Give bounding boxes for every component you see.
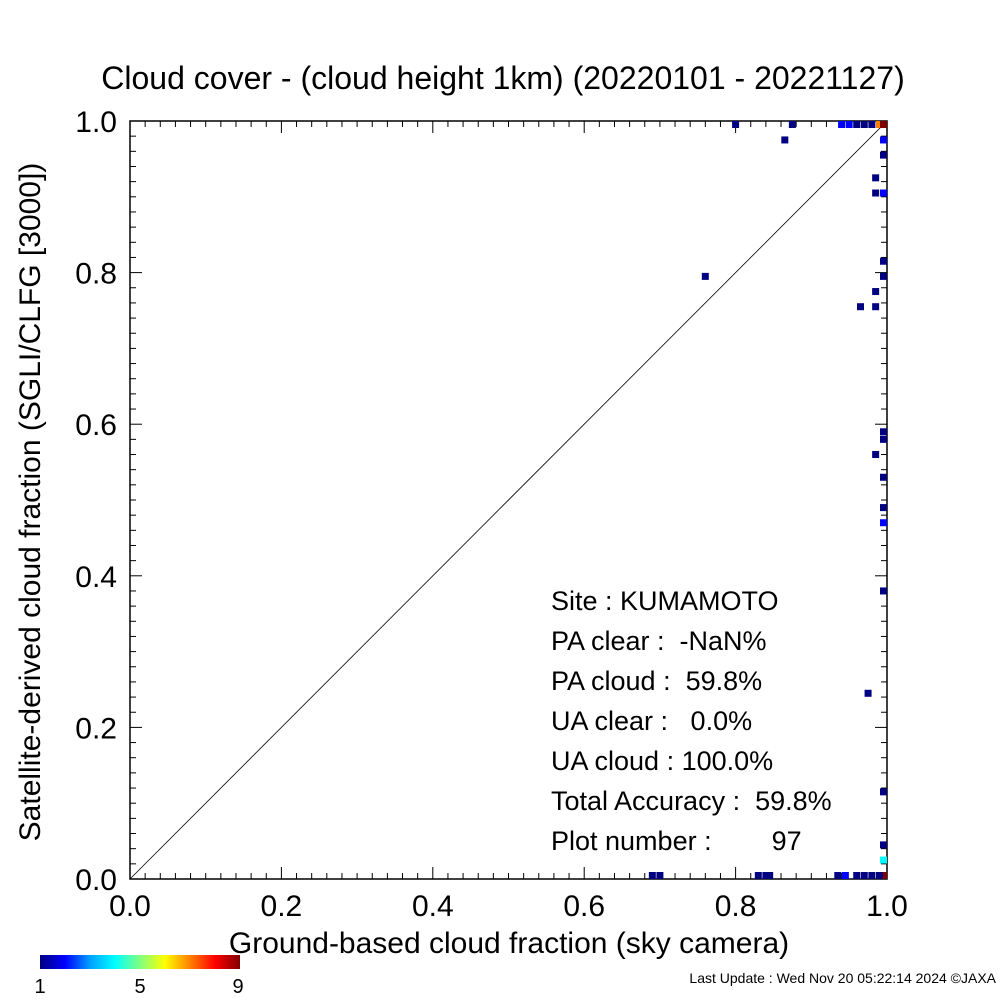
stats-line: PA clear : -NaN% <box>551 626 767 656</box>
data-point <box>872 303 880 311</box>
data-point <box>880 121 887 128</box>
x-tick-label: 1.0 <box>866 890 908 923</box>
data-point <box>880 841 887 849</box>
data-point <box>845 121 853 128</box>
data-point <box>875 121 883 128</box>
stats-line: PA cloud : 59.8% <box>551 666 762 696</box>
data-point <box>880 872 887 879</box>
one-to-one-line <box>129 120 888 880</box>
y-tick-labels: 0.0 0.2 0.4 0.6 0.8 1.0 <box>75 106 117 897</box>
data-point <box>853 872 861 879</box>
data-point <box>880 788 887 796</box>
data-point <box>875 872 883 879</box>
stats-line: Total Accuracy : 59.8% <box>551 786 832 816</box>
colorbar-min-label: 1 <box>34 976 45 998</box>
y-tick-label: 0.6 <box>75 409 117 442</box>
stats-line: UA cloud : 100.0% <box>551 746 773 776</box>
last-update-footer: Last Update : Wed Nov 20 05:22:14 2024 ©… <box>689 970 996 986</box>
data-point <box>880 151 887 159</box>
data-point <box>754 872 762 879</box>
data-point <box>880 272 887 280</box>
data-point <box>864 689 872 697</box>
y-tick-label: 0.2 <box>75 712 117 745</box>
data-point <box>880 428 887 436</box>
x-tick-label: 0.8 <box>715 890 757 923</box>
colorbar-mid-label: 5 <box>134 976 145 998</box>
data-point <box>880 257 887 265</box>
data-point <box>656 872 664 879</box>
stats-block: Site : KUMAMOTO PA clear : -NaN% PA cloud … <box>551 586 832 856</box>
data-point <box>880 136 887 144</box>
data-point <box>860 121 868 128</box>
data-point <box>788 121 796 128</box>
x-tick-labels: 0.0 0.2 0.4 0.6 0.8 1.0 <box>109 890 908 923</box>
data-point <box>857 303 865 311</box>
x-tick-label: 0.6 <box>563 890 605 923</box>
y-tick-label: 0.4 <box>75 561 117 594</box>
data-point <box>868 872 876 879</box>
data-point <box>880 587 887 595</box>
x-axis-label: Ground-based cloud fraction (sky camera) <box>229 927 789 960</box>
data-point <box>880 519 887 527</box>
data-point <box>880 435 887 443</box>
y-tick-label: 1.0 <box>75 106 117 139</box>
data-point <box>872 174 880 182</box>
data-point <box>648 872 656 879</box>
x-tick-label: 0.4 <box>412 890 454 923</box>
data-point <box>838 121 846 128</box>
colorbar-max-label: 9 <box>232 976 243 998</box>
data-point <box>781 136 789 144</box>
data-point <box>766 872 774 879</box>
stats-line: Site : KUMAMOTO <box>551 586 779 616</box>
data-point <box>880 189 887 197</box>
y-axis-label: Satellite-derived cloud fraction (SGLI/C… <box>14 163 47 842</box>
data-point <box>872 451 880 459</box>
data-point <box>880 856 887 864</box>
data-point <box>762 872 770 879</box>
colorbar <box>40 955 240 969</box>
data-point <box>860 872 868 879</box>
y-tick-label: 0.8 <box>75 258 117 291</box>
chart-title: Cloud cover - (cloud height 1km) (202201… <box>101 60 904 96</box>
data-point <box>853 121 861 128</box>
data-point <box>834 872 842 879</box>
x-tick-label: 0.2 <box>261 890 303 923</box>
data-point <box>868 121 876 128</box>
data-point <box>872 189 880 197</box>
y-tick-label: 0.0 <box>75 864 117 897</box>
data-point <box>732 121 740 128</box>
data-point <box>880 473 887 481</box>
data-point <box>880 504 887 512</box>
data-points <box>648 121 887 879</box>
stats-line: Plot number : 97 <box>551 826 802 856</box>
data-point <box>841 872 849 879</box>
x-tick-label: 0.0 <box>109 890 151 923</box>
stats-line: UA clear : 0.0% <box>551 706 752 736</box>
data-point <box>701 272 709 280</box>
data-point <box>872 288 880 296</box>
